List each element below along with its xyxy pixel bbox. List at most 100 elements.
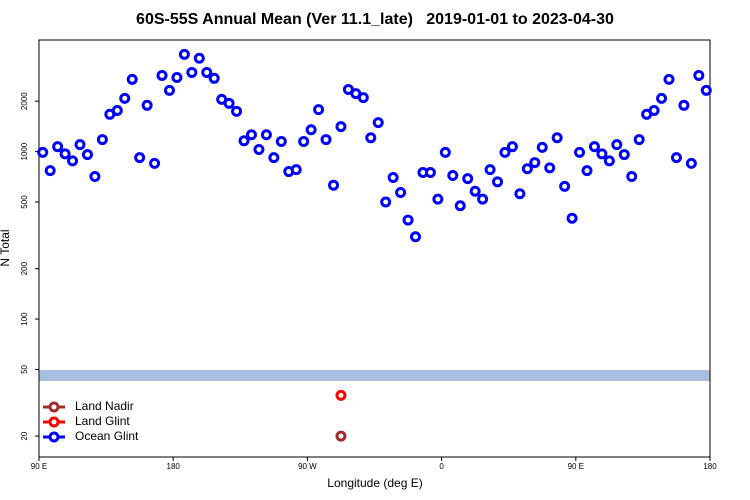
point [149, 157, 161, 169]
point [89, 171, 101, 183]
point [588, 141, 600, 153]
point [313, 104, 325, 116]
point [208, 72, 220, 84]
point [410, 231, 422, 243]
point [462, 173, 474, 185]
point [223, 97, 235, 109]
point [566, 212, 578, 224]
point [678, 99, 690, 111]
point [357, 92, 369, 104]
point [141, 99, 153, 111]
point [499, 146, 511, 158]
point [335, 389, 347, 401]
point [454, 200, 466, 212]
point [186, 66, 198, 78]
point [67, 155, 79, 167]
point [492, 176, 504, 188]
point [626, 171, 638, 183]
plot-frame [38, 39, 711, 458]
x-tick-label: 90 E [31, 462, 47, 471]
point [298, 135, 310, 147]
x-tick-label: 90 W [298, 462, 317, 471]
y-tick-label: 2000 [20, 92, 29, 110]
point [514, 188, 526, 200]
point [119, 92, 131, 104]
separator-band [39, 370, 710, 381]
point [559, 180, 571, 192]
point [656, 92, 668, 104]
y-tick-label: 100 [20, 312, 29, 326]
point [432, 193, 444, 205]
point [544, 162, 556, 174]
point [387, 172, 399, 184]
point [268, 152, 280, 164]
point [163, 84, 175, 96]
point [596, 148, 608, 160]
point [193, 52, 205, 64]
chart-title: 60S-55S Annual Mean (Ver 11.1_late) 2019… [136, 11, 614, 28]
point [663, 73, 675, 85]
point [238, 135, 250, 147]
point [178, 48, 190, 60]
point [648, 104, 660, 116]
point [611, 139, 623, 151]
point [245, 129, 257, 141]
point [365, 132, 377, 144]
x-tick-label: 0 [439, 462, 444, 471]
x-tick-label: 90 E [568, 462, 584, 471]
point [44, 165, 56, 177]
point [96, 134, 108, 146]
point [171, 72, 183, 84]
y-axis-label: N Total [0, 229, 12, 266]
point [290, 164, 302, 176]
point [74, 139, 86, 151]
point [156, 69, 168, 81]
legend-marker [48, 401, 60, 413]
point [574, 146, 586, 158]
point [536, 141, 548, 153]
point [529, 157, 541, 169]
point [275, 135, 287, 147]
point [447, 169, 459, 181]
point [201, 66, 213, 78]
point [231, 105, 243, 117]
point [521, 163, 533, 175]
point [380, 196, 392, 208]
point [37, 146, 49, 158]
point [134, 152, 146, 164]
y-tick-label: 50 [20, 364, 29, 373]
legend-label: Land Glint [75, 414, 130, 428]
point [372, 117, 384, 129]
x-tick-label: 180 [167, 462, 181, 471]
point [335, 430, 347, 442]
point [439, 146, 451, 158]
y-tick-label: 1000 [20, 142, 29, 160]
point [81, 149, 93, 161]
point [633, 134, 645, 146]
y-tick-label: 200 [20, 261, 29, 275]
point [395, 186, 407, 198]
x-axis-label: Longitude (deg E) [327, 476, 422, 490]
point [424, 167, 436, 179]
point [253, 143, 265, 155]
point [693, 69, 705, 81]
point [581, 165, 593, 177]
legend-label: Ocean Glint [75, 429, 139, 443]
legend-marker [48, 431, 60, 443]
point [506, 141, 518, 153]
point [670, 152, 682, 164]
point [402, 214, 414, 226]
point [469, 185, 481, 197]
point [603, 155, 615, 167]
y-tick-label: 20 [20, 431, 29, 440]
point [52, 141, 64, 153]
x-tick-label: 180 [703, 462, 717, 471]
point [484, 164, 496, 176]
y-tick-label: 500 [20, 195, 29, 209]
point [126, 73, 138, 85]
point [305, 124, 317, 136]
point [700, 84, 712, 96]
point [335, 121, 347, 133]
